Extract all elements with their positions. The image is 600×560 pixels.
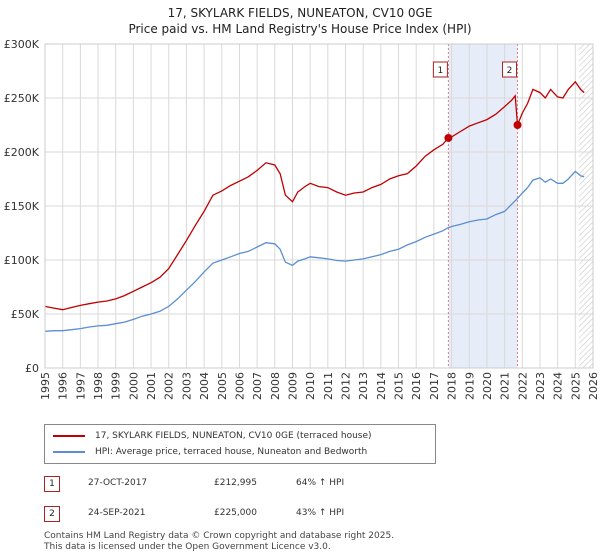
x-tick-label: 2017 [428,372,441,400]
x-tick-label: 2020 [481,372,494,400]
x-tick-label: 2023 [534,372,547,400]
x-tick-label: 2006 [233,372,246,400]
sale-price: £212,995 [214,478,257,488]
y-tick-label: £100K [4,254,40,267]
sale-label-box [432,61,448,78]
x-tick-label: 2026 [587,372,600,400]
plot-border [44,43,594,369]
x-tick-label: 2007 [251,372,264,400]
x-tick-label: 2005 [216,372,229,400]
legend-label-hpi: HPI: Average price, terraced house, Nune… [95,447,368,457]
x-tick-label: 2012 [340,372,353,400]
legend-item-price: 17, SKYLARK FIELDS, NUNEATON, CV10 0GE (… [53,429,372,443]
y-tick-label: £150K [4,200,40,213]
x-tick-label: 2024 [552,372,565,400]
sale-point [513,121,522,129]
x-tick-label: 2022 [516,372,529,400]
sale-label-number: 1 [438,66,444,76]
y-tick-label: £250K [4,92,40,105]
hpi-line [44,170,585,332]
y-tick-label: £200K [4,146,40,159]
sale-hpi-change: 43% ↑ HPI [296,508,345,518]
price-paid-line [44,80,585,311]
sale-point [444,133,453,142]
sale-price: £225,000 [214,508,257,518]
x-tick-label: 1996 [57,372,70,400]
x-tick-label: 2003 [180,372,193,400]
x-tick-label: 2009 [286,372,299,400]
x-tick-label: 2016 [410,372,423,400]
x-tick-label: 1995 [39,372,52,400]
x-tick-label: 2015 [393,372,406,400]
y-tick-label: £300K [4,38,40,51]
x-tick-label: 2011 [322,372,335,400]
x-tick-label: 2000 [127,372,140,400]
x-tick-label: 2014 [375,372,388,400]
x-tick-label: 2018 [446,372,459,400]
y-tick-label: £0 [25,362,39,375]
x-tick-label: 1999 [110,372,123,400]
x-tick-label: 2002 [163,372,176,400]
chart-subtitle: Price paid vs. HM Land Registry's House … [128,22,472,36]
legend-swatch-hpi [53,451,85,453]
price-chart: £0 £50K £100K £150K £200K £250K £300K 1995 1996 1… [4,38,600,400]
sale-label-number: 2 [507,66,513,76]
sale-number-badge: 2 [44,506,60,522]
sale-date: 24-SEP-2021 [88,508,146,518]
x-tick-label: 2008 [269,372,282,400]
sale-date: 27-OCT-2017 [88,478,148,488]
chart-title: 17, SKYLARK FIELDS, NUNEATON, CV10 0GE [167,6,433,20]
sale-hpi-change: 64% ↑ HPI [296,478,345,488]
x-tick-label: 2025 [569,372,582,400]
x-tick-label: 2019 [463,372,476,400]
sale-label-box [502,61,518,78]
sale-number-badge: 1 [44,476,60,492]
sale-row-1: 1 27-OCT-2017 £212,995 64% ↑ HPI [44,476,444,492]
y-tick-label: £50K [11,308,40,321]
legend-label-price: 17, SKYLARK FIELDS, NUNEATON, CV10 0GE (… [95,431,372,441]
x-tick-label: 1998 [92,372,105,400]
legend-item-hpi: HPI: Average price, terraced house, Nune… [53,445,367,459]
legend-swatch-price [53,435,85,437]
x-tick-label: 2004 [198,372,211,400]
x-tick-label: 2010 [304,372,317,400]
x-tick-label: 2001 [145,372,158,400]
x-tick-label: 1997 [74,372,87,400]
sale-row-2: 2 24-SEP-2021 £225,000 43% ↑ HPI [44,506,444,522]
x-tick-label: 2013 [357,372,370,400]
footer-license: This data is licensed under the Open Gov… [44,542,331,552]
legend: 17, SKYLARK FIELDS, NUNEATON, CV10 0GE (… [44,424,436,464]
x-tick-label: 2021 [499,372,512,400]
footer-copyright: Contains HM Land Registry data © Crown c… [44,531,395,541]
